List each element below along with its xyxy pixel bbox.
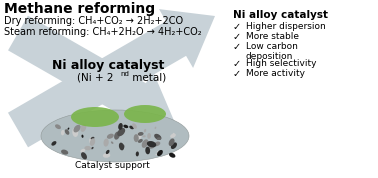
Ellipse shape	[107, 134, 114, 139]
Ellipse shape	[51, 141, 56, 146]
Ellipse shape	[171, 142, 177, 149]
Polygon shape	[8, 16, 175, 130]
Ellipse shape	[119, 143, 124, 150]
Ellipse shape	[169, 153, 175, 158]
Ellipse shape	[129, 126, 134, 129]
Ellipse shape	[91, 137, 94, 140]
Ellipse shape	[122, 145, 124, 149]
Ellipse shape	[72, 128, 78, 137]
Ellipse shape	[137, 132, 142, 140]
Ellipse shape	[111, 141, 113, 144]
Ellipse shape	[104, 138, 109, 147]
Ellipse shape	[71, 107, 119, 127]
Ellipse shape	[169, 138, 175, 146]
Ellipse shape	[138, 132, 144, 136]
Ellipse shape	[147, 141, 156, 147]
Ellipse shape	[148, 144, 155, 149]
Ellipse shape	[157, 151, 161, 155]
Text: ✓: ✓	[233, 42, 241, 52]
Ellipse shape	[103, 153, 110, 158]
Ellipse shape	[124, 105, 166, 123]
Ellipse shape	[41, 110, 189, 162]
Ellipse shape	[147, 133, 151, 139]
Text: Steam reforming: CH₄+2H₂O → 4H₂+CO₂: Steam reforming: CH₄+2H₂O → 4H₂+CO₂	[4, 27, 201, 37]
Text: Catalyst support: Catalyst support	[74, 161, 149, 171]
Ellipse shape	[61, 130, 65, 135]
Ellipse shape	[65, 129, 69, 135]
Ellipse shape	[157, 137, 161, 140]
Text: Dry reforming: CH₄+CO₂ → 2H₂+2CO: Dry reforming: CH₄+CO₂ → 2H₂+2CO	[4, 16, 183, 26]
Ellipse shape	[81, 124, 86, 132]
Text: ✓: ✓	[233, 22, 241, 32]
Text: ✓: ✓	[233, 69, 241, 79]
Text: metal): metal)	[129, 73, 166, 83]
Text: Low carbon
deposition: Low carbon deposition	[246, 42, 298, 61]
Ellipse shape	[68, 128, 69, 130]
Ellipse shape	[145, 147, 150, 154]
Ellipse shape	[136, 151, 139, 156]
Ellipse shape	[105, 155, 107, 157]
Ellipse shape	[155, 154, 158, 155]
Ellipse shape	[142, 139, 149, 148]
Ellipse shape	[73, 125, 81, 132]
Ellipse shape	[81, 152, 87, 159]
Ellipse shape	[155, 127, 156, 129]
Ellipse shape	[144, 129, 146, 132]
Ellipse shape	[138, 139, 143, 143]
Text: More activity: More activity	[246, 69, 305, 78]
Ellipse shape	[81, 149, 85, 153]
Ellipse shape	[117, 128, 125, 136]
Text: Ni alloy catalyst: Ni alloy catalyst	[52, 59, 164, 72]
Polygon shape	[8, 9, 215, 147]
Ellipse shape	[134, 134, 139, 142]
Ellipse shape	[123, 125, 128, 128]
Ellipse shape	[81, 135, 84, 138]
Ellipse shape	[90, 138, 95, 146]
Ellipse shape	[173, 133, 175, 135]
Ellipse shape	[154, 134, 161, 140]
Text: Higher dispersion: Higher dispersion	[246, 22, 326, 31]
Text: Methane reforming: Methane reforming	[4, 2, 155, 16]
Ellipse shape	[154, 142, 160, 146]
Text: ✓: ✓	[233, 59, 241, 69]
Ellipse shape	[61, 150, 68, 155]
Ellipse shape	[132, 123, 137, 129]
Text: More stable: More stable	[246, 32, 299, 41]
Text: (Ni + 2: (Ni + 2	[77, 73, 113, 83]
Ellipse shape	[84, 146, 91, 150]
Text: High selectivity: High selectivity	[246, 59, 316, 68]
Ellipse shape	[55, 124, 61, 129]
Text: ✓: ✓	[233, 32, 241, 42]
Ellipse shape	[143, 135, 146, 137]
Ellipse shape	[114, 132, 120, 140]
Ellipse shape	[91, 147, 94, 149]
Text: Ni alloy catalyst: Ni alloy catalyst	[233, 10, 328, 20]
Ellipse shape	[170, 134, 176, 138]
Ellipse shape	[89, 137, 94, 144]
Ellipse shape	[118, 123, 123, 130]
Text: nd: nd	[120, 72, 129, 77]
Ellipse shape	[157, 150, 163, 156]
Ellipse shape	[106, 150, 110, 154]
